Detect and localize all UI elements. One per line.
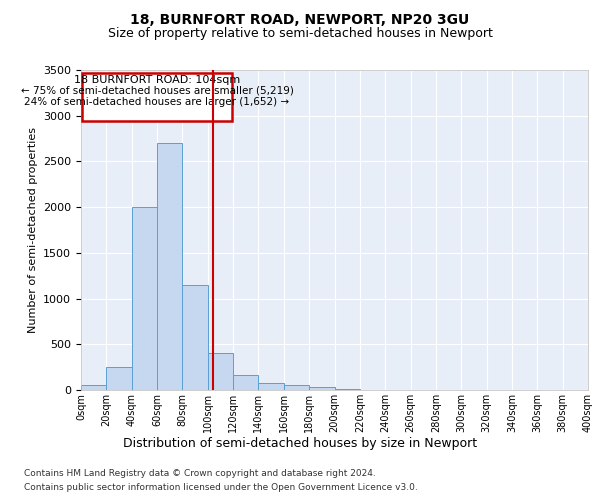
Bar bbox=[335, 389, 360, 390]
Bar bbox=[259, 382, 284, 390]
Text: Contains public sector information licensed under the Open Government Licence v3: Contains public sector information licen… bbox=[24, 482, 418, 492]
Text: 24% of semi-detached houses are larger (1,652) →: 24% of semi-detached houses are larger (… bbox=[25, 98, 290, 108]
Bar bbox=[233, 376, 259, 390]
Text: Distribution of semi-detached houses by size in Newport: Distribution of semi-detached houses by … bbox=[123, 438, 477, 450]
Text: Contains HM Land Registry data © Crown copyright and database right 2024.: Contains HM Land Registry data © Crown c… bbox=[24, 469, 376, 478]
Bar bbox=[106, 367, 132, 390]
Text: Size of property relative to semi-detached houses in Newport: Size of property relative to semi-detach… bbox=[107, 28, 493, 40]
Y-axis label: Number of semi-detached properties: Number of semi-detached properties bbox=[28, 127, 38, 333]
Text: ← 75% of semi-detached houses are smaller (5,219): ← 75% of semi-detached houses are smalle… bbox=[20, 86, 293, 96]
Bar bbox=[208, 354, 233, 390]
Bar bbox=[132, 207, 157, 390]
Bar bbox=[182, 285, 208, 390]
Text: 18, BURNFORT ROAD, NEWPORT, NP20 3GU: 18, BURNFORT ROAD, NEWPORT, NP20 3GU bbox=[130, 12, 470, 26]
FancyBboxPatch shape bbox=[82, 72, 232, 121]
Bar bbox=[81, 386, 106, 390]
Bar bbox=[284, 384, 309, 390]
Bar bbox=[157, 143, 182, 390]
Text: 18 BURNFORT ROAD: 104sqm: 18 BURNFORT ROAD: 104sqm bbox=[74, 76, 240, 86]
Bar bbox=[309, 388, 335, 390]
